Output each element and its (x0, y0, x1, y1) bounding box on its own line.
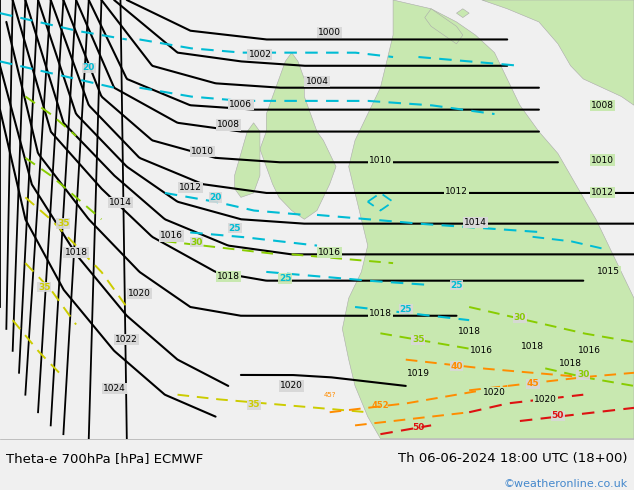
Text: Theta-e 700hPa [hPa] ECMWF: Theta-e 700hPa [hPa] ECMWF (6, 452, 204, 465)
Polygon shape (456, 9, 469, 18)
Text: 1012: 1012 (445, 187, 468, 196)
Text: 25: 25 (279, 274, 292, 283)
Text: 1018: 1018 (217, 272, 240, 281)
Text: 35: 35 (247, 400, 260, 409)
Text: 40: 40 (450, 362, 463, 371)
Text: 30: 30 (190, 238, 203, 246)
Text: 30: 30 (577, 370, 590, 379)
Text: 1012: 1012 (591, 188, 614, 196)
Text: 1016: 1016 (470, 346, 493, 355)
Text: Th 06-06-2024 18:00 UTC (18+00): Th 06-06-2024 18:00 UTC (18+00) (398, 452, 628, 465)
Text: 1018: 1018 (65, 247, 87, 257)
Text: 1014: 1014 (464, 218, 487, 227)
Text: 452: 452 (372, 401, 389, 410)
Text: 1016: 1016 (578, 346, 601, 355)
Text: 25: 25 (450, 281, 463, 290)
Text: 1018: 1018 (559, 360, 582, 368)
Text: 50: 50 (552, 411, 564, 420)
Text: 1022: 1022 (115, 335, 138, 344)
Text: 20: 20 (209, 193, 222, 202)
Text: 35: 35 (38, 283, 51, 292)
Text: 1000: 1000 (318, 28, 341, 37)
Text: 30: 30 (514, 314, 526, 322)
Text: 1015: 1015 (597, 268, 620, 276)
Text: 1006: 1006 (230, 100, 252, 109)
Polygon shape (342, 0, 634, 439)
Text: 1018: 1018 (521, 342, 544, 351)
Text: 1010: 1010 (591, 155, 614, 165)
Text: 45?: 45? (323, 392, 336, 398)
Text: 1016: 1016 (160, 231, 183, 241)
Polygon shape (482, 0, 634, 105)
Polygon shape (260, 52, 336, 220)
Text: 35: 35 (412, 335, 425, 344)
Text: 45: 45 (526, 379, 539, 388)
Text: 1016: 1016 (318, 248, 341, 257)
Text: 1008: 1008 (217, 121, 240, 129)
Text: 1004: 1004 (306, 76, 328, 86)
Text: 25: 25 (228, 223, 241, 233)
Text: 1024: 1024 (103, 384, 126, 392)
Text: 1020: 1020 (483, 388, 506, 397)
Text: 1008: 1008 (591, 101, 614, 110)
Text: 1014: 1014 (109, 198, 132, 207)
Text: 1019: 1019 (407, 369, 430, 378)
Text: 1002: 1002 (249, 50, 271, 59)
Text: 1012: 1012 (179, 183, 202, 192)
Text: 1018: 1018 (458, 327, 481, 336)
Polygon shape (425, 9, 463, 44)
Text: 1020: 1020 (534, 394, 557, 404)
Text: 50: 50 (412, 423, 425, 432)
Text: 1010: 1010 (191, 147, 214, 156)
Text: 20: 20 (82, 64, 95, 73)
Text: 1010: 1010 (369, 155, 392, 165)
Polygon shape (235, 123, 260, 197)
Text: 1018: 1018 (369, 309, 392, 318)
Text: ©weatheronline.co.uk: ©weatheronline.co.uk (503, 479, 628, 489)
Text: 25: 25 (399, 305, 412, 314)
Text: 35: 35 (57, 219, 70, 228)
Text: 1020: 1020 (280, 381, 303, 391)
Text: 1020: 1020 (128, 289, 151, 298)
